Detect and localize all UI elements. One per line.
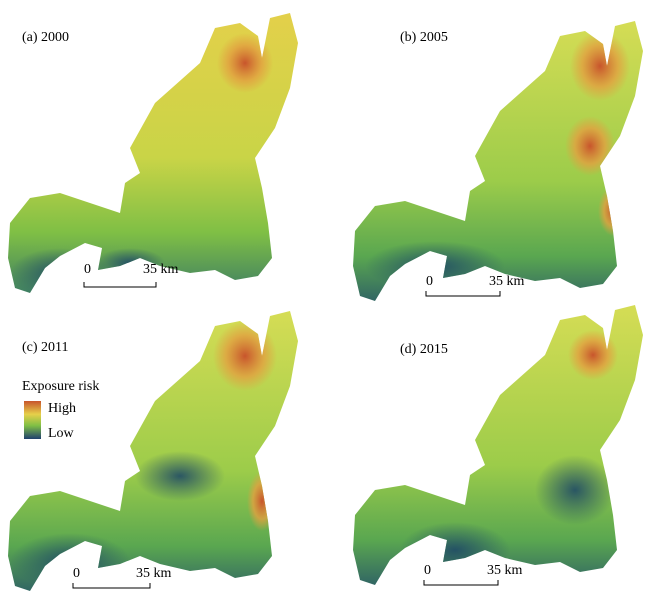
scale-end: 35 km — [487, 563, 523, 578]
scale-line — [83, 282, 157, 288]
scale-end: 35 km — [136, 566, 172, 581]
map-panel — [353, 305, 643, 585]
hotspot — [565, 116, 615, 176]
low-area — [10, 248, 110, 293]
panel-label: (c) 2011 — [22, 340, 69, 355]
hotspot — [570, 31, 630, 101]
scale-line — [423, 580, 499, 586]
scale-end: 35 km — [489, 274, 525, 289]
panel-label: (b) 2005 — [400, 30, 448, 45]
hotspot — [213, 321, 277, 391]
legend-high: High — [48, 401, 76, 416]
hotspot — [247, 471, 277, 531]
scale-end: 35 km — [143, 262, 179, 277]
scale-start: 0 — [426, 274, 433, 289]
legend-ramp — [24, 401, 41, 439]
low-area — [365, 241, 505, 291]
low-area — [10, 533, 130, 589]
legend: Exposure risk High Low — [22, 379, 99, 441]
map-panel — [353, 21, 643, 301]
low-area — [135, 451, 225, 501]
hotspot — [568, 330, 618, 380]
scale-bar — [72, 282, 501, 589]
scale-start: 0 — [84, 262, 91, 277]
legend-title: Exposure risk — [22, 379, 99, 394]
low-area — [535, 455, 615, 525]
panel-label: (a) 2000 — [22, 30, 69, 45]
hotspot — [217, 33, 273, 93]
hotspot — [598, 186, 628, 236]
scale-line — [425, 291, 501, 297]
scale-start: 0 — [73, 566, 80, 581]
scale-line — [72, 583, 151, 589]
panel-label: (d) 2015 — [400, 342, 448, 357]
scale-start: 0 — [424, 563, 431, 578]
legend-low: Low — [48, 426, 75, 441]
